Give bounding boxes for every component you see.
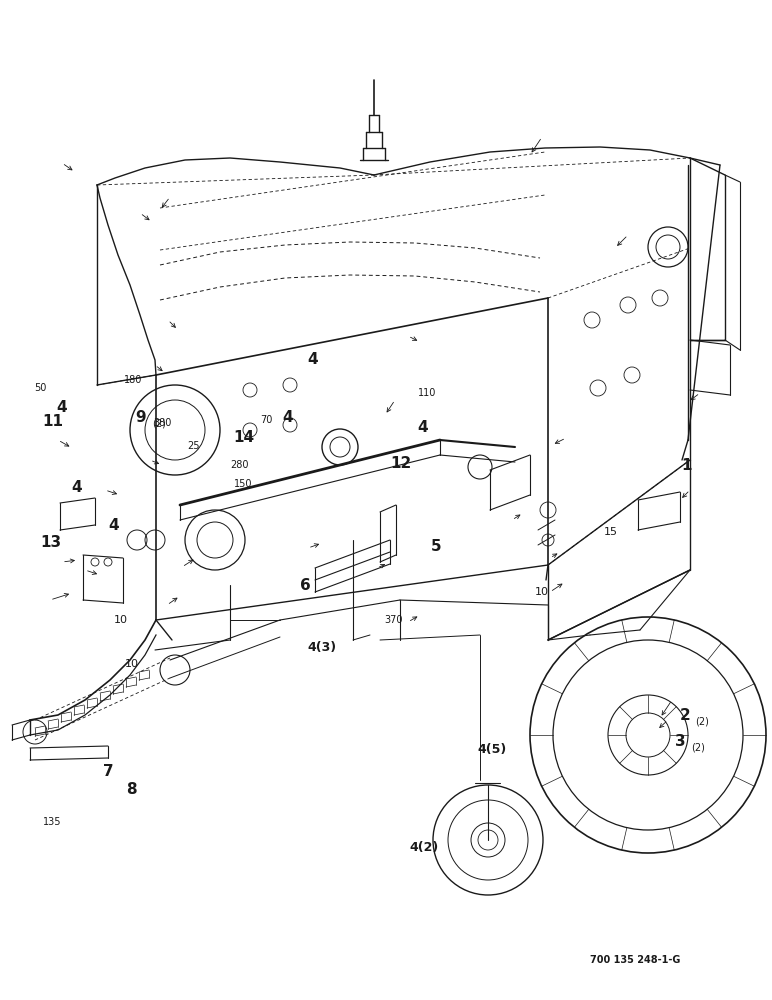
Text: 13: 13 <box>40 535 61 550</box>
Text: 5: 5 <box>431 539 442 554</box>
Text: (2): (2) <box>691 743 705 753</box>
Text: 4: 4 <box>108 518 119 534</box>
Text: 10: 10 <box>114 615 128 625</box>
Text: 50: 50 <box>34 383 46 393</box>
Text: 4: 4 <box>307 353 318 367</box>
Text: 15: 15 <box>604 527 618 537</box>
Text: 700 135 248-1-G: 700 135 248-1-G <box>590 955 680 965</box>
Text: 2: 2 <box>679 708 690 723</box>
Text: 70: 70 <box>260 415 273 425</box>
Text: (2): (2) <box>152 418 166 428</box>
Text: 4: 4 <box>417 420 428 434</box>
Text: 10: 10 <box>535 587 549 597</box>
Text: 4: 4 <box>56 400 67 416</box>
Text: 3: 3 <box>676 734 686 750</box>
Text: 4(3): 4(3) <box>307 642 337 654</box>
Text: 25: 25 <box>187 441 199 451</box>
Text: 150: 150 <box>234 479 252 489</box>
Text: 6: 6 <box>300 578 310 592</box>
Text: 9: 9 <box>135 410 146 424</box>
Text: 280: 280 <box>230 460 249 470</box>
Text: 135: 135 <box>42 817 61 827</box>
Text: 4: 4 <box>283 410 293 426</box>
Text: 4(2): 4(2) <box>409 842 438 854</box>
Text: 1: 1 <box>682 458 692 473</box>
Text: 12: 12 <box>390 456 411 472</box>
Text: 11: 11 <box>42 414 63 430</box>
Text: 180: 180 <box>124 375 142 385</box>
Text: 110: 110 <box>418 388 437 398</box>
Text: 8: 8 <box>126 782 137 798</box>
Text: (2): (2) <box>695 716 709 726</box>
Text: 14: 14 <box>233 430 254 444</box>
Text: 4(5): 4(5) <box>477 744 506 756</box>
Text: 10: 10 <box>125 659 139 669</box>
Text: 4: 4 <box>72 481 83 495</box>
Text: 370: 370 <box>384 615 403 625</box>
Text: 380: 380 <box>153 418 171 428</box>
Text: 7: 7 <box>103 764 113 780</box>
